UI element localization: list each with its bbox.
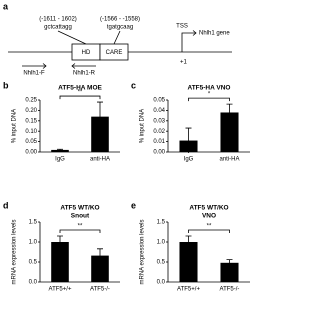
bar <box>179 242 198 282</box>
error-bar <box>185 235 192 248</box>
box-label: CARE <box>106 50 123 56</box>
x-tick-label: IgG <box>184 157 194 163</box>
bar <box>220 112 239 152</box>
error-bar <box>57 148 63 151</box>
y-tick-label: 0.10 <box>25 129 37 135</box>
error-bar <box>97 101 103 132</box>
x-tick-label: anti-HA <box>90 157 110 163</box>
bar <box>220 262 239 282</box>
y-axis-label: % input DNA <box>140 109 146 143</box>
y-tick-label: 0.02 <box>153 129 165 135</box>
figure: a (-1611 - 1602) gctcattagg (-1566 - -15… <box>3 1 250 293</box>
x-tick-label: IgG <box>55 157 65 163</box>
box-label: HD <box>82 50 91 56</box>
primer-label: Nhlh1-R <box>73 71 96 77</box>
significance-label: ** <box>78 224 83 230</box>
panel-label: a <box>3 1 9 11</box>
error-bar <box>97 248 103 263</box>
panel-label: c <box>131 80 136 90</box>
bar <box>51 242 69 282</box>
y-tick-label: 0.05 <box>153 98 165 104</box>
significance-label: ** <box>207 224 212 230</box>
x-tick-label: ATF5+/+ <box>177 287 200 293</box>
y-axis-label: mRNA expression levels <box>140 219 146 284</box>
y-axis-label: mRNA expression levels <box>12 219 18 284</box>
significance-bracket <box>59 229 101 233</box>
y-tick-label: 0.00 <box>153 150 165 156</box>
significance-label: * <box>208 92 211 98</box>
y-tick-label: 1.5 <box>157 220 166 226</box>
y-tick-label: 1.0 <box>157 240 166 246</box>
significance-label: ** <box>78 90 83 96</box>
bar <box>91 116 109 152</box>
y-tick-label: 0.00 <box>25 150 37 156</box>
gene-label: Nhlh1 gene <box>199 31 230 37</box>
tss-label: TSS <box>176 24 188 30</box>
y-tick-label: 0.04 <box>153 108 165 114</box>
y-tick-label: 0.01 <box>153 139 165 145</box>
y-tick-label: 0.0 <box>29 280 38 286</box>
x-tick-label: ATF5-/- <box>220 287 240 293</box>
panel-label: b <box>3 80 9 90</box>
box <box>99 43 129 61</box>
sequence: gctcattagg <box>44 25 72 31</box>
callout <box>57 30 121 45</box>
bar <box>51 149 69 152</box>
error-bar <box>57 235 63 248</box>
y-tick-label: 0.20 <box>25 108 37 114</box>
site-label: (-1611 - 1602) <box>39 17 77 23</box>
error-bar <box>226 259 233 266</box>
y-tick-label: 0.0 <box>157 280 166 286</box>
y-tick-label: 0.05 <box>25 139 37 145</box>
y-tick-label: 0.25 <box>25 98 37 104</box>
chart-title: Snout <box>71 213 90 220</box>
primer-arrow <box>22 63 47 69</box>
sequence: tgatgcaag <box>107 25 133 31</box>
y-tick-label: 1.0 <box>29 240 38 246</box>
significance-bracket <box>188 97 230 102</box>
y-tick-label: 1.5 <box>29 220 38 226</box>
x-tick-label: anti-HA <box>219 157 239 163</box>
y-tick-label: 0.03 <box>153 118 165 124</box>
chart-title: ATF5 WT/KO <box>60 205 99 212</box>
x-tick-label: ATF5+/+ <box>49 287 72 293</box>
significance-bracket <box>188 229 230 233</box>
error-bar <box>226 103 233 121</box>
primer-arrow <box>71 63 96 69</box>
site-label: (-1566 - -1558) <box>100 17 140 23</box>
significance-bracket <box>59 95 101 100</box>
chart-title: VNO <box>202 213 216 220</box>
panel-label: e <box>131 200 136 210</box>
primer-label: Nhlh1-F <box>23 71 45 77</box>
x-tick-label: ATF5-/- <box>90 287 110 293</box>
chart-title: ATF5 WT/KO <box>189 205 228 212</box>
y-tick-label: 0.5 <box>29 260 38 266</box>
chart-title: ATF5-HA VNO <box>188 85 231 92</box>
y-tick-label: 0.5 <box>157 260 166 266</box>
y-tick-label: 0.15 <box>25 118 37 124</box>
position-label: +1 <box>180 60 188 66</box>
error-bar <box>185 127 192 154</box>
y-axis-label: % input DNA <box>12 109 18 143</box>
chart-title: ATF5-HA MOE <box>58 85 102 92</box>
bar <box>91 255 109 282</box>
tss-arrow <box>181 30 197 52</box>
panel-label: d <box>3 200 9 210</box>
